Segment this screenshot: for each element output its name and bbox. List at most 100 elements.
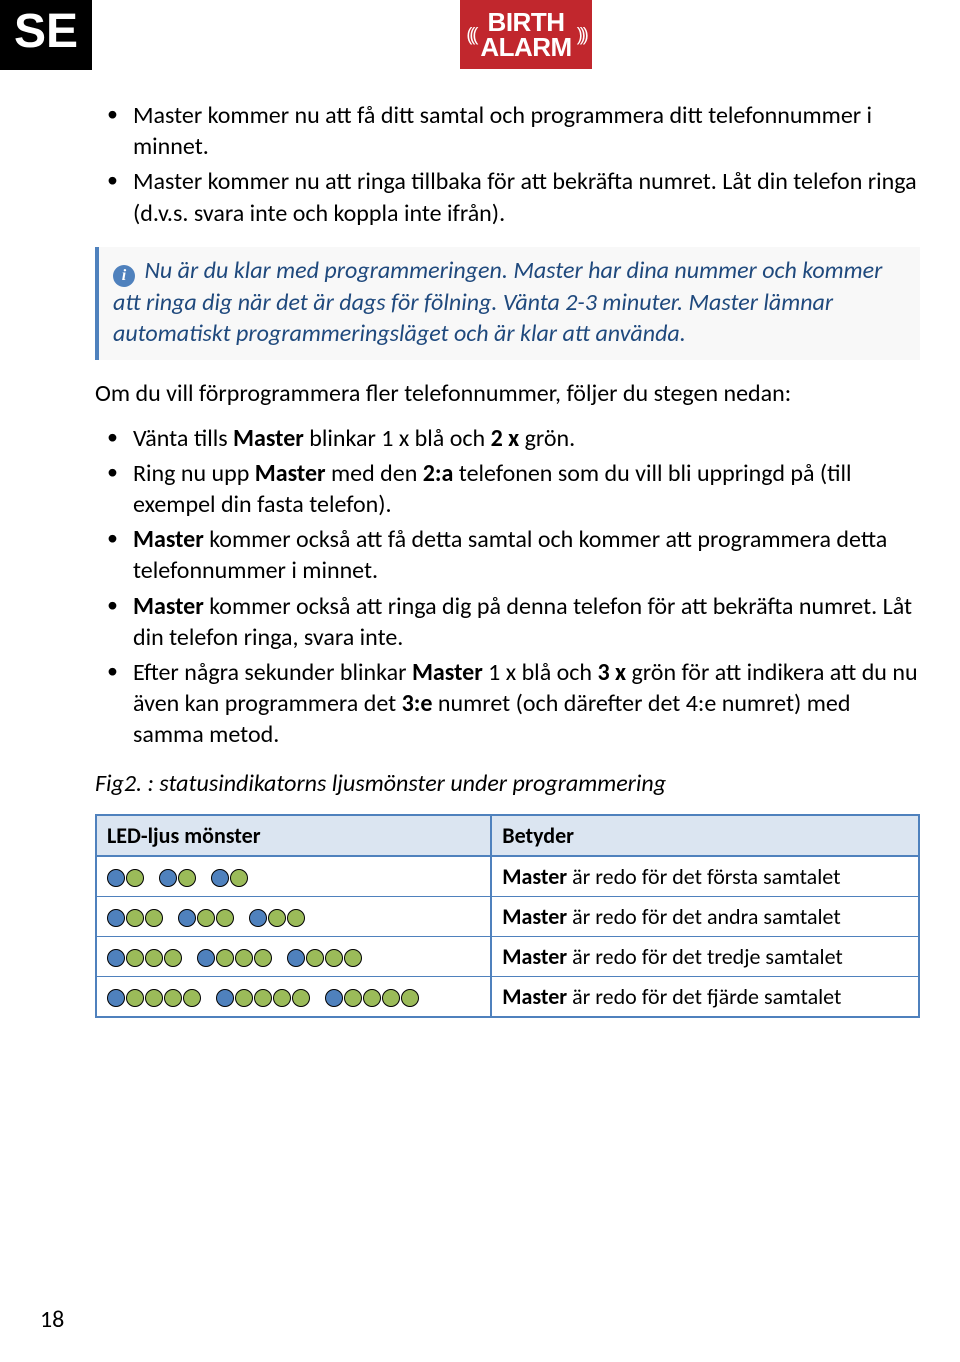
led-group [107, 863, 145, 890]
t: 1 x blå och [483, 658, 598, 687]
meaning-bold: Master [502, 983, 567, 1010]
t: kommer också att ringa dig på denna tele… [133, 592, 912, 652]
led-blue-icon [211, 869, 229, 887]
bullet-text: Master kommer nu att ringa tillbaka för … [133, 167, 917, 227]
led-green-icon [197, 909, 215, 927]
list-item: Vänta tills Master blinkar 1 x blå och 2… [95, 423, 920, 454]
led-green-icon [292, 989, 310, 1007]
info-text-4: Master [689, 288, 758, 317]
led-green-icon [145, 989, 163, 1007]
led-group [249, 903, 306, 930]
bullet-text: Master kommer nu att få ditt samtal och … [133, 101, 872, 161]
led-group [325, 983, 420, 1010]
logo-container: ((( BIRTH ALARM ))) [92, 0, 960, 69]
led-green-icon [145, 949, 163, 967]
led-blue-icon [249, 909, 267, 927]
wave-right-icon: ))) [577, 26, 586, 43]
led-blue-icon [107, 869, 125, 887]
led-group [107, 943, 183, 970]
led-group [287, 943, 363, 970]
led-green-icon [254, 989, 272, 1007]
led-green-icon [273, 989, 291, 1007]
info-text-1: Nu är du klar med programmeringen. [144, 256, 513, 285]
list-item: Master kommer nu att få ditt samtal och … [95, 100, 920, 162]
list-item: Efter några sekunder blinkar Master 1 x … [95, 657, 920, 751]
led-green-icon [401, 989, 419, 1007]
led-green-icon [216, 909, 234, 927]
led-blue-icon [178, 909, 196, 927]
led-blue-icon [107, 989, 125, 1007]
t: med den [326, 459, 423, 488]
led-group [178, 903, 235, 930]
led-pattern-table: LED-ljus mönster Betyder Master är redo … [95, 814, 920, 1018]
meaning-text: är redo för det tredje samtalet [567, 943, 843, 970]
t: grön. [519, 424, 575, 453]
meaning-text: är redo för det fjärde samtalet [567, 983, 841, 1010]
led-green-icon [216, 949, 234, 967]
led-green-icon [235, 989, 253, 1007]
led-blue-icon [197, 949, 215, 967]
t: blinkar 1 x blå och [304, 424, 491, 453]
led-group [107, 903, 164, 930]
led-green-icon [230, 869, 248, 887]
birth-alarm-logo: ((( BIRTH ALARM ))) [460, 0, 591, 69]
t: kommer också att få detta samtal och kom… [133, 525, 887, 585]
intro-bullet-list: Master kommer nu att få ditt samtal och … [95, 100, 920, 229]
followup-paragraph: Om du vill förprogrammera fler telefonnu… [95, 378, 920, 409]
led-green-icon [325, 949, 343, 967]
t: 3:e [402, 689, 433, 718]
table-row: Master är redo för det första samtalet [96, 856, 919, 897]
led-green-icon [126, 949, 144, 967]
t: Master [133, 525, 204, 554]
led-group [216, 983, 311, 1010]
led-green-icon [126, 909, 144, 927]
led-group [197, 943, 273, 970]
list-item: Master kommer nu att ringa tillbaka för … [95, 166, 920, 228]
led-green-icon [268, 909, 286, 927]
info-icon: i [113, 265, 135, 287]
meaning-cell: Master är redo för det fjärde samtalet [491, 976, 919, 1017]
led-green-icon [145, 909, 163, 927]
language-badge: SE [0, 0, 92, 70]
t: 2:a [423, 459, 454, 488]
table-header-row: LED-ljus mönster Betyder [96, 815, 919, 856]
figure-caption: Fig2. : statusindikatorns ljusmönster un… [95, 769, 920, 798]
second-bullet-list: Vänta tills Master blinkar 1 x blå och 2… [95, 423, 920, 751]
led-blue-icon [107, 949, 125, 967]
meaning-text: är redo för det första samtalet [567, 863, 840, 890]
list-item: Master kommer också att få detta samtal … [95, 524, 920, 586]
led-green-icon [344, 949, 362, 967]
col-header-pattern: LED-ljus mönster [96, 815, 491, 856]
led-green-icon [178, 869, 196, 887]
led-green-icon [287, 909, 305, 927]
led-blue-icon [159, 869, 177, 887]
t: Ring nu upp [133, 459, 255, 488]
t: Efter några sekunder blinkar [133, 658, 412, 687]
t: 2 x [491, 424, 520, 453]
info-callout: i Nu är du klar med programmeringen. Mas… [95, 247, 920, 360]
meaning-text: är redo för det andra samtalet [567, 903, 841, 930]
t: Master [133, 592, 204, 621]
page-header: SE ((( BIRTH ALARM ))) [0, 0, 960, 80]
list-item: Master kommer också att ringa dig på den… [95, 591, 920, 653]
list-item: Ring nu upp Master med den 2:a telefonen… [95, 458, 920, 520]
info-text-2: Master [513, 256, 582, 285]
led-green-icon [164, 949, 182, 967]
pattern-cell [96, 856, 491, 897]
pattern-cell [96, 976, 491, 1017]
meaning-cell: Master är redo för det andra samtalet [491, 896, 919, 936]
pattern-cell [96, 896, 491, 936]
table-row: Master är redo för det tredje samtalet [96, 936, 919, 976]
t: Master [412, 658, 483, 687]
led-green-icon [126, 989, 144, 1007]
t: Master [255, 459, 326, 488]
led-green-icon [235, 949, 253, 967]
led-green-icon [126, 869, 144, 887]
meaning-bold: Master [502, 943, 567, 970]
led-green-icon [344, 989, 362, 1007]
table-row: Master är redo för det fjärde samtalet [96, 976, 919, 1017]
led-green-icon [306, 949, 324, 967]
meaning-bold: Master [502, 903, 567, 930]
led-blue-icon [107, 909, 125, 927]
led-green-icon [183, 989, 201, 1007]
